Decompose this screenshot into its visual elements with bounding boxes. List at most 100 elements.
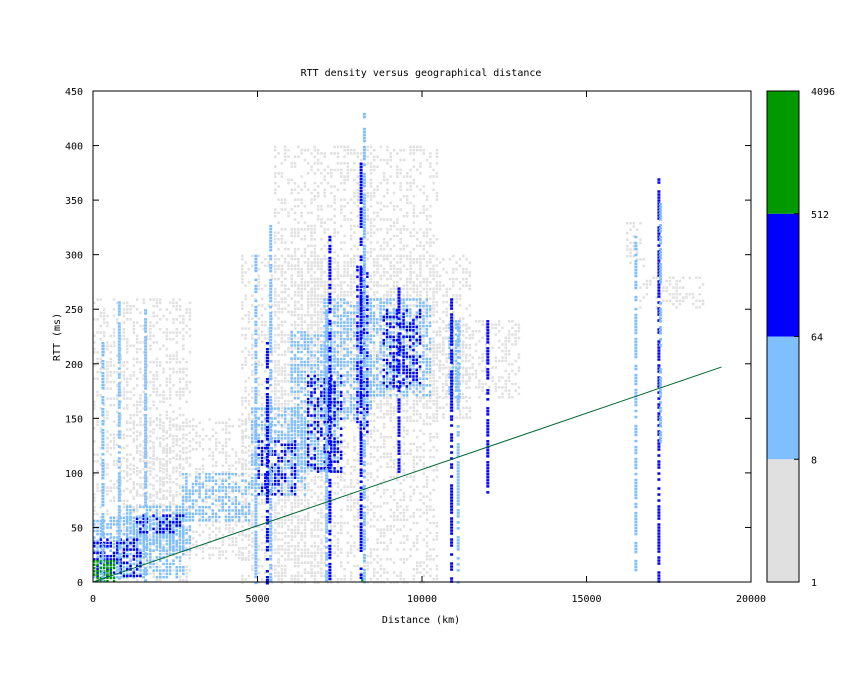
density-cell <box>159 347 162 351</box>
density-cell <box>277 185 280 188</box>
density-cell <box>287 518 290 522</box>
density-cell <box>389 320 392 323</box>
density-cell <box>389 254 392 257</box>
density-cell <box>283 257 287 261</box>
density-cell <box>218 441 221 444</box>
density-cell <box>168 486 172 489</box>
density-cell <box>132 552 136 555</box>
density-cell <box>333 492 336 495</box>
density-cell <box>323 574 326 578</box>
density-cell <box>293 228 297 231</box>
density-cell <box>224 421 228 425</box>
density-cell <box>228 424 231 428</box>
density-cell <box>402 403 406 406</box>
density-cell <box>425 475 429 479</box>
density-cell <box>280 340 284 343</box>
density-cell <box>191 504 195 507</box>
density-cell <box>274 300 277 304</box>
density-cell <box>215 527 218 530</box>
density-cell <box>429 548 432 551</box>
density-cell <box>320 472 323 475</box>
density-cell <box>349 485 353 488</box>
density-cell <box>129 374 132 377</box>
density-cell <box>247 416 251 419</box>
density-cell <box>435 531 439 535</box>
density-cell <box>109 479 112 483</box>
density-cell <box>168 434 172 438</box>
density-cell <box>339 294 343 297</box>
density-cell <box>201 497 205 500</box>
density-cell <box>155 364 159 367</box>
density-cell <box>208 547 211 550</box>
density-cell <box>211 553 215 557</box>
density-cell <box>389 412 392 416</box>
density-cell <box>422 330 425 333</box>
density-cell <box>280 264 284 268</box>
density-cell <box>244 446 247 449</box>
density-cell <box>145 466 149 470</box>
density-cell <box>280 452 284 456</box>
density-cell <box>313 300 317 304</box>
density-cell <box>274 502 277 505</box>
density-cell <box>412 544 416 548</box>
density-cell <box>297 541 300 545</box>
density-cell <box>139 311 142 314</box>
density-cell <box>303 185 307 188</box>
density-cell <box>283 228 287 231</box>
density-cell <box>178 394 182 397</box>
density-cell <box>293 211 297 215</box>
density-cell <box>241 451 244 454</box>
density-cell <box>316 511 320 515</box>
density-cell <box>241 531 244 535</box>
density-cell <box>330 185 333 188</box>
density-cell <box>158 497 162 500</box>
density-cell <box>320 205 323 208</box>
density-cell <box>142 407 145 410</box>
density-cell <box>159 394 162 397</box>
density-cell <box>307 228 310 231</box>
density-cell <box>172 441 175 444</box>
density-cell <box>251 347 254 350</box>
density-cell <box>287 337 290 340</box>
density-cell <box>201 481 205 484</box>
density-cell <box>406 475 409 479</box>
density-cell <box>406 518 409 521</box>
density-cell <box>399 528 402 531</box>
density-cell <box>435 475 439 479</box>
density-cell <box>396 280 399 284</box>
density-cell <box>129 397 132 400</box>
density-cell <box>399 231 402 234</box>
density-cell <box>353 399 356 403</box>
density-cell <box>132 304 136 308</box>
density-cell <box>264 258 267 261</box>
density-cell <box>399 558 402 561</box>
density-cell <box>303 548 307 551</box>
density-cell <box>310 152 313 155</box>
density-cell <box>277 502 280 505</box>
density-cell <box>182 314 185 318</box>
density-cell <box>244 504 248 507</box>
density-cell <box>139 460 142 463</box>
density-cell <box>307 258 310 261</box>
density-cell <box>409 181 412 185</box>
density-cell <box>435 574 439 578</box>
density-cell <box>310 228 313 231</box>
density-cell <box>280 505 284 508</box>
density-cell <box>307 244 310 248</box>
density-cell <box>343 162 346 165</box>
density-cell <box>241 429 244 433</box>
density-cell <box>244 261 247 264</box>
density-cell <box>274 258 277 261</box>
density-cell <box>185 500 188 504</box>
density-cell <box>165 451 168 454</box>
density-cell <box>376 429 379 432</box>
density-cell <box>340 465 343 469</box>
density-cell <box>386 462 389 465</box>
density-cell <box>306 300 310 304</box>
density-cell <box>99 489 103 493</box>
density-cell <box>149 321 152 324</box>
density-cell <box>93 506 96 509</box>
density-cell <box>93 301 96 305</box>
density-cell <box>297 257 300 261</box>
density-cell <box>264 320 267 324</box>
